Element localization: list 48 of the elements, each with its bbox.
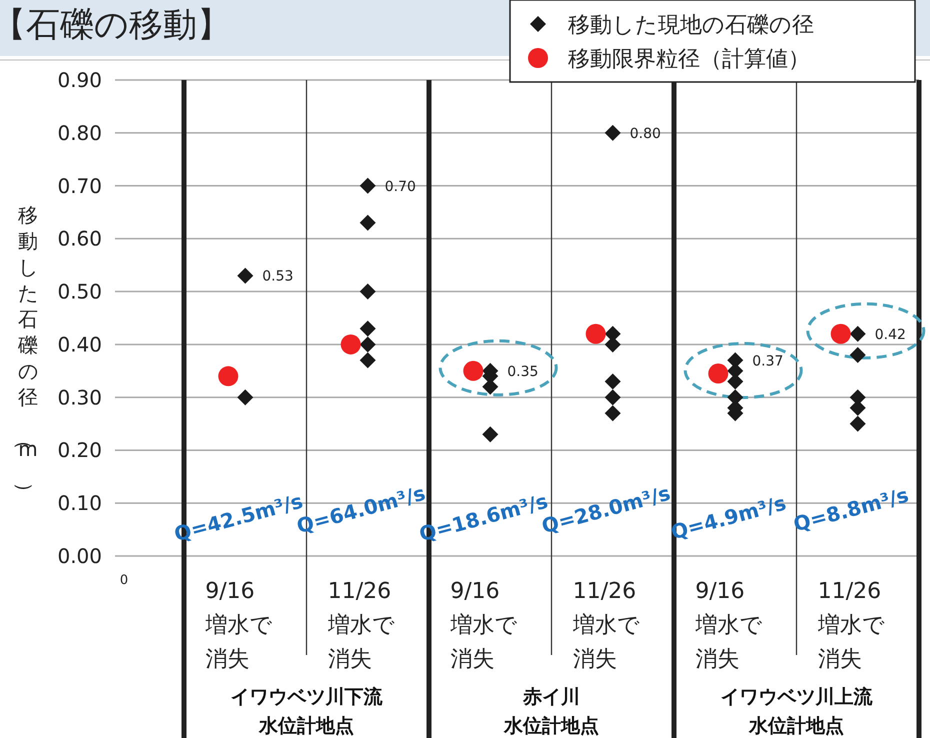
x-tick-label: 11/26 増水で消失 — [326, 579, 395, 672]
point — [360, 178, 376, 194]
text: 水位計地点 — [748, 715, 844, 737]
legend-label: 移動した現地の石礫の径 — [568, 13, 814, 38]
point — [850, 326, 866, 342]
point — [360, 352, 376, 368]
legend-label: 移動限界粒径（計算値） — [568, 47, 810, 72]
data-label: 0.80 — [630, 126, 661, 142]
x-tick-label: 9/16 増水で消失 — [449, 579, 518, 672]
point — [850, 347, 866, 364]
point — [360, 284, 376, 300]
point — [482, 426, 498, 442]
point — [604, 405, 621, 422]
x-tick-label: 9/16 増水で消失 — [694, 579, 762, 672]
text: イワウベツ川下流 — [230, 686, 384, 708]
point — [360, 336, 376, 352]
chart-title: 【石礫の移動】 — [0, 5, 231, 45]
y-tick-label: 0.80 — [57, 120, 102, 145]
point — [604, 373, 621, 390]
x-tick-label: 11/26 増水で消失 — [572, 579, 640, 672]
y-tick-label: 0.90 — [57, 68, 102, 92]
data-label: 0.53 — [262, 268, 294, 285]
text: 0 — [120, 573, 128, 588]
point — [604, 124, 621, 141]
y-tick-label: 0.60 — [57, 226, 102, 251]
y-tick-label: 0.00 — [57, 544, 102, 568]
x-tick-label: 11/26 増水で消失 — [816, 579, 885, 672]
data-label: 0.37 — [752, 353, 784, 370]
text: 赤イ川 — [522, 686, 580, 708]
y-tick-label: 0.30 — [57, 385, 102, 410]
y-tick-label: 0.20 — [57, 438, 102, 462]
y-tick-label: 0.40 — [57, 332, 102, 356]
data-label: 0.35 — [507, 364, 538, 380]
point — [237, 268, 254, 284]
text: 水位計地点 — [258, 715, 354, 737]
x-tick-label: 9/16 増水で消失 — [204, 579, 272, 672]
y-tick-label: 0.70 — [57, 174, 102, 198]
data-label: 0.42 — [874, 326, 906, 343]
point — [604, 389, 621, 406]
point — [850, 416, 866, 432]
text: 水位計地点 — [503, 715, 599, 737]
point — [237, 389, 254, 406]
data-label: 0.70 — [384, 178, 416, 195]
point — [360, 214, 376, 231]
y-tick-label: 0.50 — [57, 280, 102, 304]
text: イワウベツ川上流 — [720, 686, 874, 708]
point — [360, 320, 376, 337]
y-tick-label: 0.10 — [57, 491, 102, 516]
